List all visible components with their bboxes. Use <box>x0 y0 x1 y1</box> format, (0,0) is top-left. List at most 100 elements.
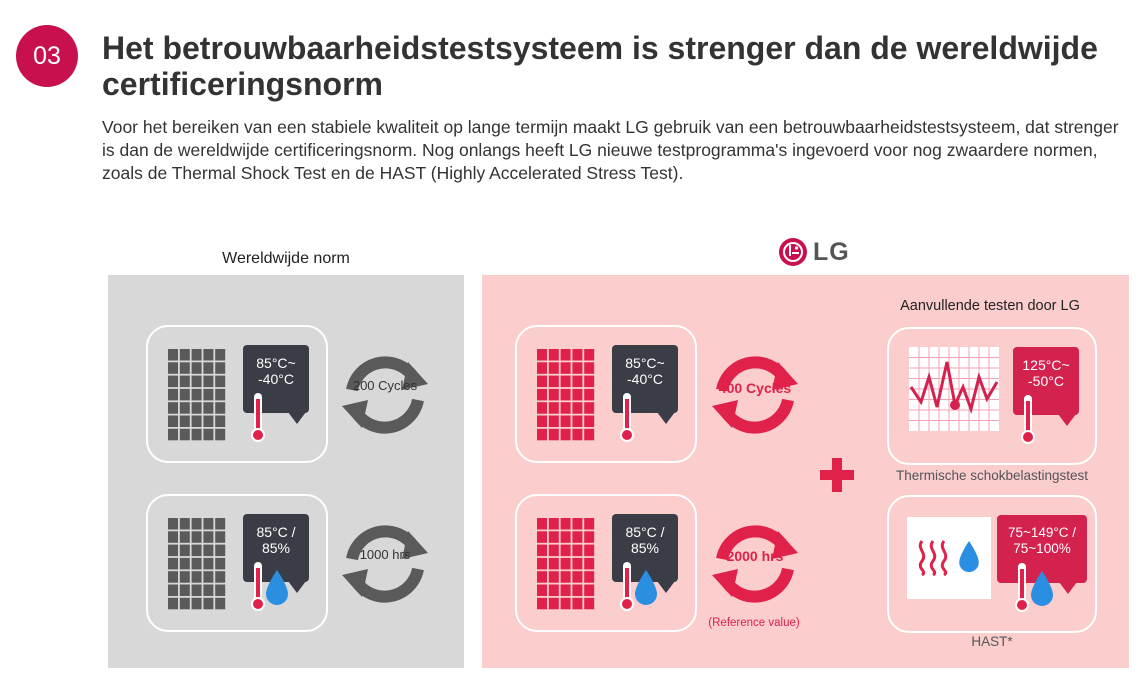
page-title: Het betrouwbaarheidstestsysteem is stren… <box>102 30 1098 102</box>
solar-cell <box>203 531 214 543</box>
hast-caption: HAST* <box>971 634 1013 649</box>
solar-cell <box>179 544 190 557</box>
intro-paragraph: Voor het bereiken van een stabiele kwali… <box>102 117 1119 183</box>
bubble-tail <box>288 412 306 424</box>
solar-cell <box>560 557 571 570</box>
solar-cell <box>537 388 547 401</box>
cycle-arrows-icon <box>712 525 798 603</box>
solar-cell <box>203 402 214 414</box>
lg-humidity-card: 85°C / 85% <box>515 494 697 632</box>
cycle-arrows-icon <box>342 525 428 603</box>
solar-cell <box>215 571 226 583</box>
solar-cell <box>548 349 559 361</box>
additional-tests-heading: Aanvullende testen door LG <box>900 298 1080 314</box>
solar-cell <box>203 375 214 388</box>
solar-cell <box>537 375 547 388</box>
solar-cell <box>215 388 226 401</box>
solar-cell <box>191 362 202 374</box>
solar-cell <box>203 584 214 596</box>
water-drop-icon <box>959 541 979 573</box>
solar-cell <box>191 349 202 361</box>
solar-cell <box>572 415 583 427</box>
solar-cell <box>215 518 226 530</box>
solar-cell <box>584 428 595 441</box>
solar-cell <box>560 428 571 441</box>
solar-cell <box>548 544 559 557</box>
solar-cell <box>203 571 214 583</box>
solar-cell <box>168 584 178 596</box>
solar-cell <box>191 544 202 557</box>
solar-cell <box>537 544 547 557</box>
global-standard-heading: Wereldwijde norm <box>222 250 350 267</box>
bubble-tail <box>1059 582 1077 594</box>
solar-cell <box>537 428 547 441</box>
solar-cell <box>584 349 595 361</box>
solar-cell <box>203 415 214 427</box>
solar-panel-icon <box>168 349 226 441</box>
solar-cell <box>537 518 547 530</box>
solar-cell <box>537 531 547 543</box>
solar-cell <box>584 531 595 543</box>
solar-cell <box>548 375 559 388</box>
global-cycle-count: 200 Cycles <box>352 378 418 393</box>
solar-cell <box>584 402 595 414</box>
solar-cell <box>191 375 202 388</box>
solar-cell <box>548 531 559 543</box>
lg-thermal-cycle-card: 85°C~ -40°C <box>515 325 697 463</box>
solar-cell <box>537 571 547 583</box>
solar-cell <box>215 402 226 414</box>
solar-cell <box>572 362 583 374</box>
solar-cell <box>179 415 190 427</box>
solar-cell <box>537 349 547 361</box>
solar-cell <box>168 362 178 374</box>
hast-condition: 75~149°C / 75~100% <box>1007 525 1077 556</box>
solar-cell <box>560 375 571 388</box>
solar-cell <box>179 428 190 441</box>
water-drop-icon <box>266 570 288 605</box>
solar-cell <box>572 428 583 441</box>
solar-cell <box>548 518 559 530</box>
solar-cell <box>168 428 178 441</box>
thermal-shock-condition: 125°C~ -50°C <box>1022 357 1070 389</box>
solar-cell <box>560 349 571 361</box>
solar-panel-icon <box>537 349 595 441</box>
solar-cell <box>191 557 202 570</box>
solar-cell <box>584 518 595 530</box>
solar-cell <box>215 544 226 557</box>
solar-cell <box>191 415 202 427</box>
plus-icon <box>820 458 854 492</box>
lg-thermal-condition: 85°C~ -40°C <box>625 355 665 387</box>
solar-cell <box>548 402 559 414</box>
solar-cell <box>572 544 583 557</box>
solar-cell <box>537 415 547 427</box>
solar-cell <box>191 571 202 583</box>
solar-cell <box>572 518 583 530</box>
solar-panel-icon <box>537 518 595 610</box>
solar-cell <box>537 557 547 570</box>
lg-logo-icon <box>779 238 807 266</box>
thermometer-icon <box>620 393 634 442</box>
solar-cell <box>215 362 226 374</box>
thermometer-icon <box>620 562 634 611</box>
thermometer-icon <box>1015 563 1029 612</box>
solar-cell <box>191 402 202 414</box>
global-thermal-cycle-card: 85°C~ -40°C <box>146 325 328 463</box>
solar-cell <box>560 584 571 596</box>
solar-cell <box>572 402 583 414</box>
solar-cell <box>179 597 190 610</box>
solar-cell <box>203 557 214 570</box>
solar-cell <box>179 388 190 401</box>
solar-cell <box>584 557 595 570</box>
solar-cell <box>572 597 583 610</box>
heat-humidity-box <box>907 517 991 599</box>
solar-cell <box>179 571 190 583</box>
heat-wave-icon <box>918 540 948 577</box>
bubble-tail <box>657 581 675 593</box>
graph-icon <box>909 347 999 431</box>
solar-cell <box>537 362 547 374</box>
solar-cell <box>203 349 214 361</box>
solar-cell <box>560 518 571 530</box>
solar-cell <box>203 597 214 610</box>
solar-cell <box>560 571 571 583</box>
solar-cell <box>168 557 178 570</box>
